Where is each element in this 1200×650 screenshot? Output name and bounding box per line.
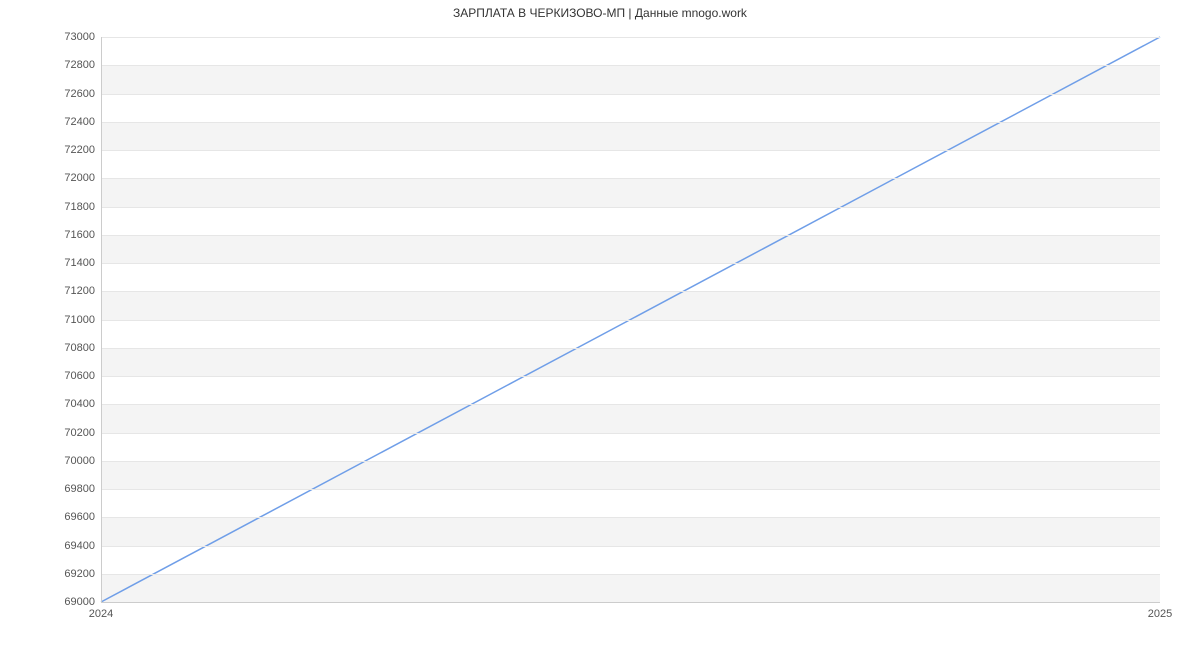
y-tick-label: 69600 [0, 511, 95, 523]
y-tick-label: 71400 [0, 257, 95, 269]
x-tick-label: 2025 [1148, 608, 1172, 620]
y-tick-label: 69400 [0, 540, 95, 552]
y-tick-label: 71600 [0, 229, 95, 241]
y-gridline [101, 546, 1160, 547]
y-tick-label: 69200 [0, 568, 95, 580]
y-gridline [101, 376, 1160, 377]
chart-title: ЗАРПЛАТА В ЧЕРКИЗОВО-МП | Данные mnogo.w… [0, 6, 1200, 20]
x-axis-line [101, 602, 1160, 603]
y-gridline [101, 489, 1160, 490]
y-gridline [101, 517, 1160, 518]
y-tick-label: 72200 [0, 144, 95, 156]
y-gridline [101, 94, 1160, 95]
y-tick-label: 72600 [0, 88, 95, 100]
y-tick-label: 71000 [0, 314, 95, 326]
y-gridline [101, 320, 1160, 321]
y-tick-label: 69800 [0, 483, 95, 495]
y-tick-label: 73000 [0, 31, 95, 43]
chart-container: ЗАРПЛАТА В ЧЕРКИЗОВО-МП | Данные mnogo.w… [0, 0, 1200, 650]
y-tick-label: 72400 [0, 116, 95, 128]
y-tick-label: 72000 [0, 172, 95, 184]
y-axis-line [101, 37, 102, 602]
y-gridline [101, 235, 1160, 236]
y-tick-label: 70600 [0, 370, 95, 382]
y-tick-label: 69000 [0, 596, 95, 608]
y-gridline [101, 433, 1160, 434]
y-gridline [101, 574, 1160, 575]
y-tick-label: 70800 [0, 342, 95, 354]
y-gridline [101, 404, 1160, 405]
y-gridline [101, 65, 1160, 66]
plot-area [101, 37, 1160, 602]
y-tick-label: 71200 [0, 285, 95, 297]
y-gridline [101, 263, 1160, 264]
y-gridline [101, 348, 1160, 349]
y-gridline [101, 122, 1160, 123]
y-tick-label: 70000 [0, 455, 95, 467]
y-gridline [101, 178, 1160, 179]
y-tick-label: 72800 [0, 59, 95, 71]
y-tick-label: 71800 [0, 201, 95, 213]
y-gridline [101, 291, 1160, 292]
y-gridline [101, 461, 1160, 462]
y-tick-label: 70200 [0, 427, 95, 439]
y-gridline [101, 37, 1160, 38]
y-tick-label: 70400 [0, 398, 95, 410]
y-gridline [101, 150, 1160, 151]
y-gridline [101, 207, 1160, 208]
x-tick-label: 2024 [89, 608, 113, 620]
